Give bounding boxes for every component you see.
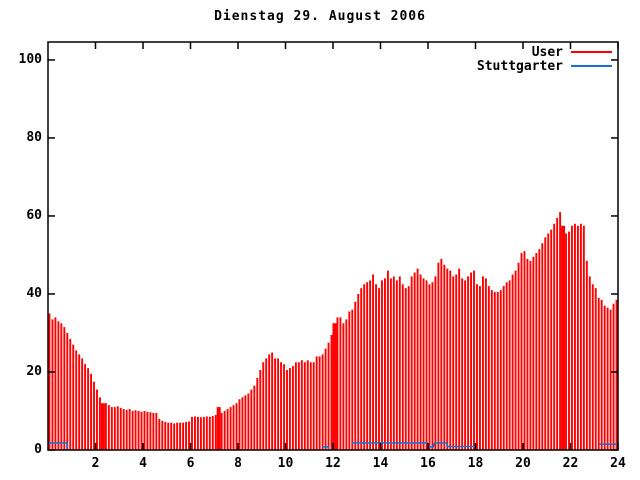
y-tick-label: 100 [18, 51, 42, 67]
legend-label-user: User [531, 45, 563, 60]
x-tick-label: 12 [325, 456, 341, 471]
x-tick-label: 24 [610, 456, 626, 471]
chart-title: Dienstag 29. August 2006 [214, 9, 426, 24]
x-tick-label: 14 [372, 456, 389, 471]
x-tick-label: 16 [420, 456, 436, 471]
legend-label-stuttgarter: Stuttgarter [476, 59, 563, 74]
x-tick-label: 22 [562, 456, 579, 471]
x-tick-label: 18 [467, 456, 484, 471]
x-tick-label: 20 [515, 456, 531, 471]
y-tick-label: 0 [34, 442, 42, 457]
y-tick-label: 80 [26, 129, 42, 145]
y-tick-label: 60 [26, 207, 42, 223]
x-tick-label: 10 [277, 456, 294, 471]
x-tick-label: 8 [234, 456, 242, 471]
x-tick-label: 4 [139, 456, 147, 471]
y-tick-label: 40 [26, 285, 42, 301]
y-tick-label: 20 [26, 363, 42, 379]
x-tick-label: 2 [91, 456, 100, 471]
x-tick-label: 6 [186, 456, 195, 471]
